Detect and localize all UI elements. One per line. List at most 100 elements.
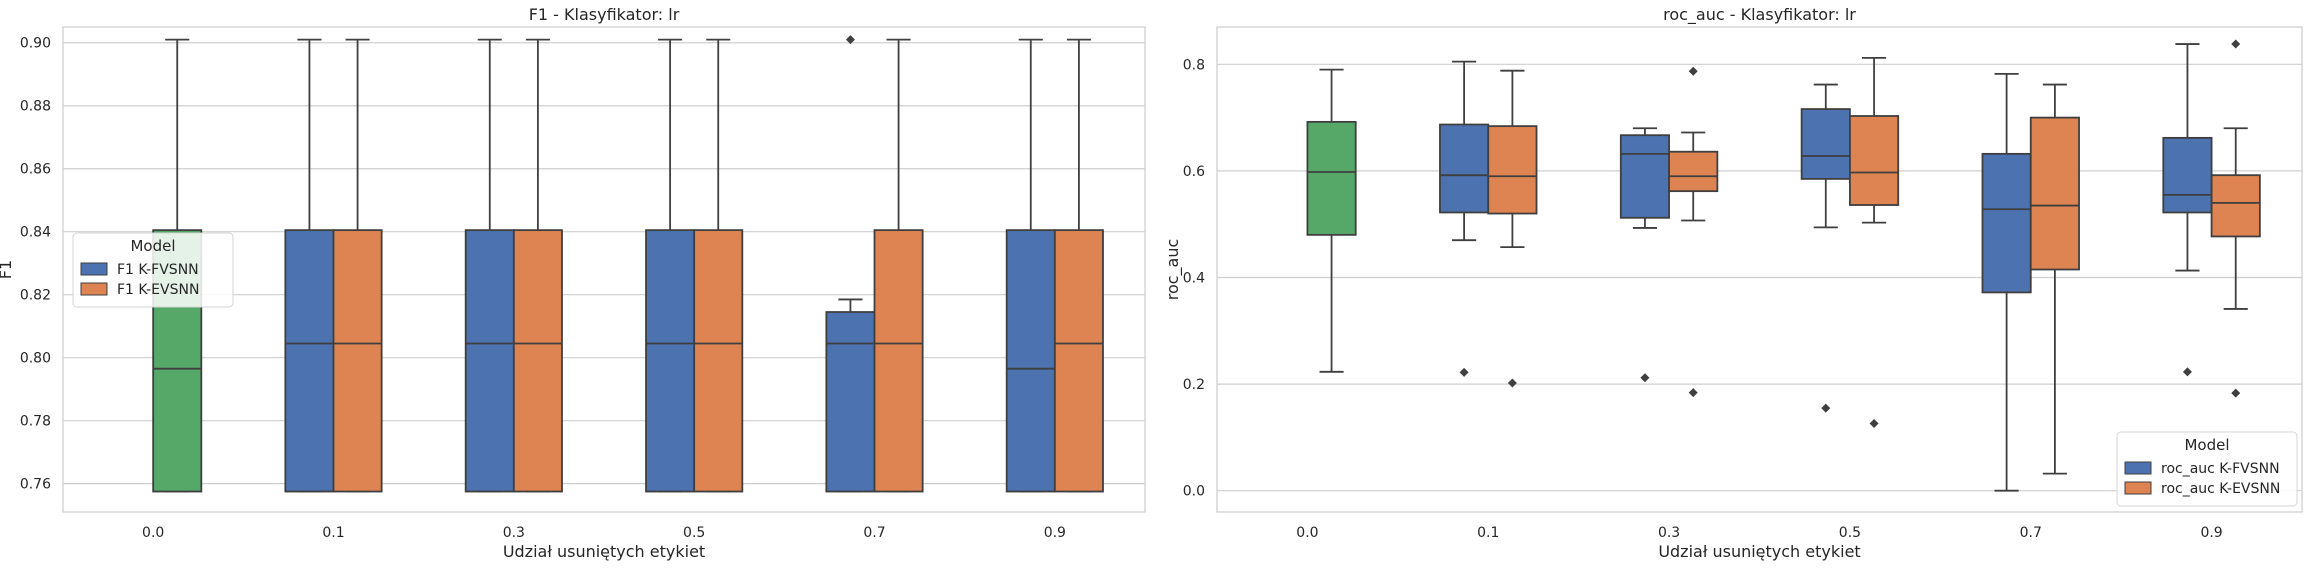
y-tick-label: 0.84 xyxy=(20,225,51,241)
box-iqr xyxy=(873,229,924,493)
x-tick-label: 0.0 xyxy=(1296,525,1318,541)
box-iqr xyxy=(645,229,696,493)
box-iqr xyxy=(2029,116,2080,271)
y-tick-label: 0.90 xyxy=(20,36,51,52)
box-fvsnn xyxy=(645,38,696,493)
outlier-point xyxy=(1688,388,1698,398)
box-fvsnn xyxy=(825,35,876,493)
legend-box xyxy=(72,232,234,308)
box-evsnn xyxy=(2210,39,2261,398)
x-tick-label: 0.9 xyxy=(1044,525,1066,541)
box-iqr xyxy=(1849,115,1900,206)
box-iqr xyxy=(2210,174,2261,238)
box-iqr xyxy=(693,229,744,493)
x-tick-label: 0.3 xyxy=(1658,525,1680,541)
box-fvsnn xyxy=(1439,60,1490,377)
outlier-point xyxy=(1821,403,1831,413)
x-tick-label: 0.3 xyxy=(503,525,525,541)
y-axis-label: roc_auc xyxy=(1163,239,1183,301)
y-tick-label: 0.76 xyxy=(20,477,51,493)
box-iqr xyxy=(825,311,876,493)
box-iqr xyxy=(512,229,563,493)
box-evsnn xyxy=(873,38,924,493)
box-fvsnn xyxy=(464,38,515,493)
x-axis-label: Udział usuniętych etykiet xyxy=(503,542,705,561)
outlier-point xyxy=(1688,66,1698,76)
y-tick-label: 0.88 xyxy=(20,99,51,115)
x-tick-label: 0.9 xyxy=(2200,525,2222,541)
outlier-point xyxy=(1459,367,1469,377)
box-iqr xyxy=(284,229,335,493)
y-tick-label: 0.78 xyxy=(20,414,51,430)
box-fvsnn xyxy=(284,38,335,493)
legend: Model roc_auc K-FVSNN roc_auc K-EVSNN xyxy=(2116,431,2298,507)
outlier-point xyxy=(845,35,855,45)
legend-swatch xyxy=(80,262,108,276)
plot-frame xyxy=(1216,26,2303,513)
box-iqr xyxy=(2162,136,2213,214)
box-evsnn xyxy=(1849,57,1900,429)
legend-entry-label: roc_auc K-EVSNN xyxy=(2161,481,2280,497)
box-fvsnn xyxy=(2162,43,2213,377)
outlier-point xyxy=(2182,367,2192,377)
box-evsnn xyxy=(1053,38,1104,493)
box-fvsnn xyxy=(1005,38,1056,493)
chart-panel-2: 0.0 0.2 0.4 0.6 0.8 0.0 0.1 0.3 0.5 0.7 0.9 roc_auc… xyxy=(1163,5,2303,561)
box-iqr xyxy=(1668,150,1719,193)
outlier-point xyxy=(1869,419,1879,429)
y-tick-label: 0.86 xyxy=(20,162,51,178)
x-tick-label: 0.5 xyxy=(1839,525,1861,541)
box-fvsnn xyxy=(1619,127,1670,383)
box-iqr xyxy=(1619,134,1670,219)
y-tick-label: 0.8 xyxy=(1183,57,1205,73)
x-tick-label: 0.7 xyxy=(2020,525,2042,541)
box-iqr xyxy=(1306,120,1357,236)
legend-title: Model xyxy=(130,237,175,255)
box-iqr xyxy=(332,229,383,493)
outlier-point xyxy=(1507,378,1517,388)
y-tick-label: 0.4 xyxy=(1183,270,1205,286)
box-iqr xyxy=(1439,123,1490,214)
chart-panel-1: 0.76 0.78 0.80 0.82 0.84 0.86 0.88 0.90 0.0 0.1 0.… xyxy=(0,5,1146,561)
x-tick-label: 0.7 xyxy=(863,525,885,541)
legend-swatch xyxy=(80,282,108,296)
box-evsnn xyxy=(332,38,383,493)
y-tick-label: 0.80 xyxy=(20,351,51,367)
legend-swatch xyxy=(2124,481,2152,495)
plot-frame xyxy=(62,26,1146,513)
chart-title: roc_auc - Klasyfikator: lr xyxy=(1663,5,1856,25)
box-baseline xyxy=(1306,68,1357,373)
x-tick-label: 0.1 xyxy=(1477,525,1499,541)
box-iqr xyxy=(1005,229,1056,493)
chart-title: F1 - Klasyfikator: lr xyxy=(529,5,680,24)
outlier-point xyxy=(2231,388,2241,398)
x-tick-label: 0.1 xyxy=(322,525,344,541)
box-iqr xyxy=(1800,108,1851,180)
box-fvsnn xyxy=(1800,83,1851,413)
box-evsnn xyxy=(693,38,744,493)
x-tick-label: 0.0 xyxy=(142,525,164,541)
y-tick-label: 0.0 xyxy=(1183,484,1205,500)
box-evsnn xyxy=(2029,83,2080,475)
outlier-point xyxy=(2231,39,2241,49)
box-iqr xyxy=(1981,152,2032,294)
box-evsnn xyxy=(1487,69,1538,388)
box-iqr xyxy=(1053,229,1104,493)
legend-entry-label: roc_auc K-FVSNN xyxy=(2161,461,2280,477)
x-axis-label: Udział usuniętych etykiet xyxy=(1658,542,1860,561)
legend-title: Model xyxy=(2184,436,2229,454)
x-tick-label: 0.5 xyxy=(683,525,705,541)
legend-box xyxy=(2116,431,2298,507)
legend-entry-label: F1 K-EVSNN xyxy=(117,282,199,298)
box-iqr xyxy=(1487,125,1538,215)
box-evsnn xyxy=(1668,66,1719,398)
box-evsnn xyxy=(512,38,563,493)
box-iqr xyxy=(464,229,515,493)
legend-entry-label: F1 K-FVSNN xyxy=(117,262,199,278)
box-fvsnn xyxy=(1981,73,2032,492)
y-axis-label: F1 xyxy=(0,260,15,279)
legend-swatch xyxy=(2124,461,2152,475)
y-tick-label: 0.2 xyxy=(1183,377,1205,393)
